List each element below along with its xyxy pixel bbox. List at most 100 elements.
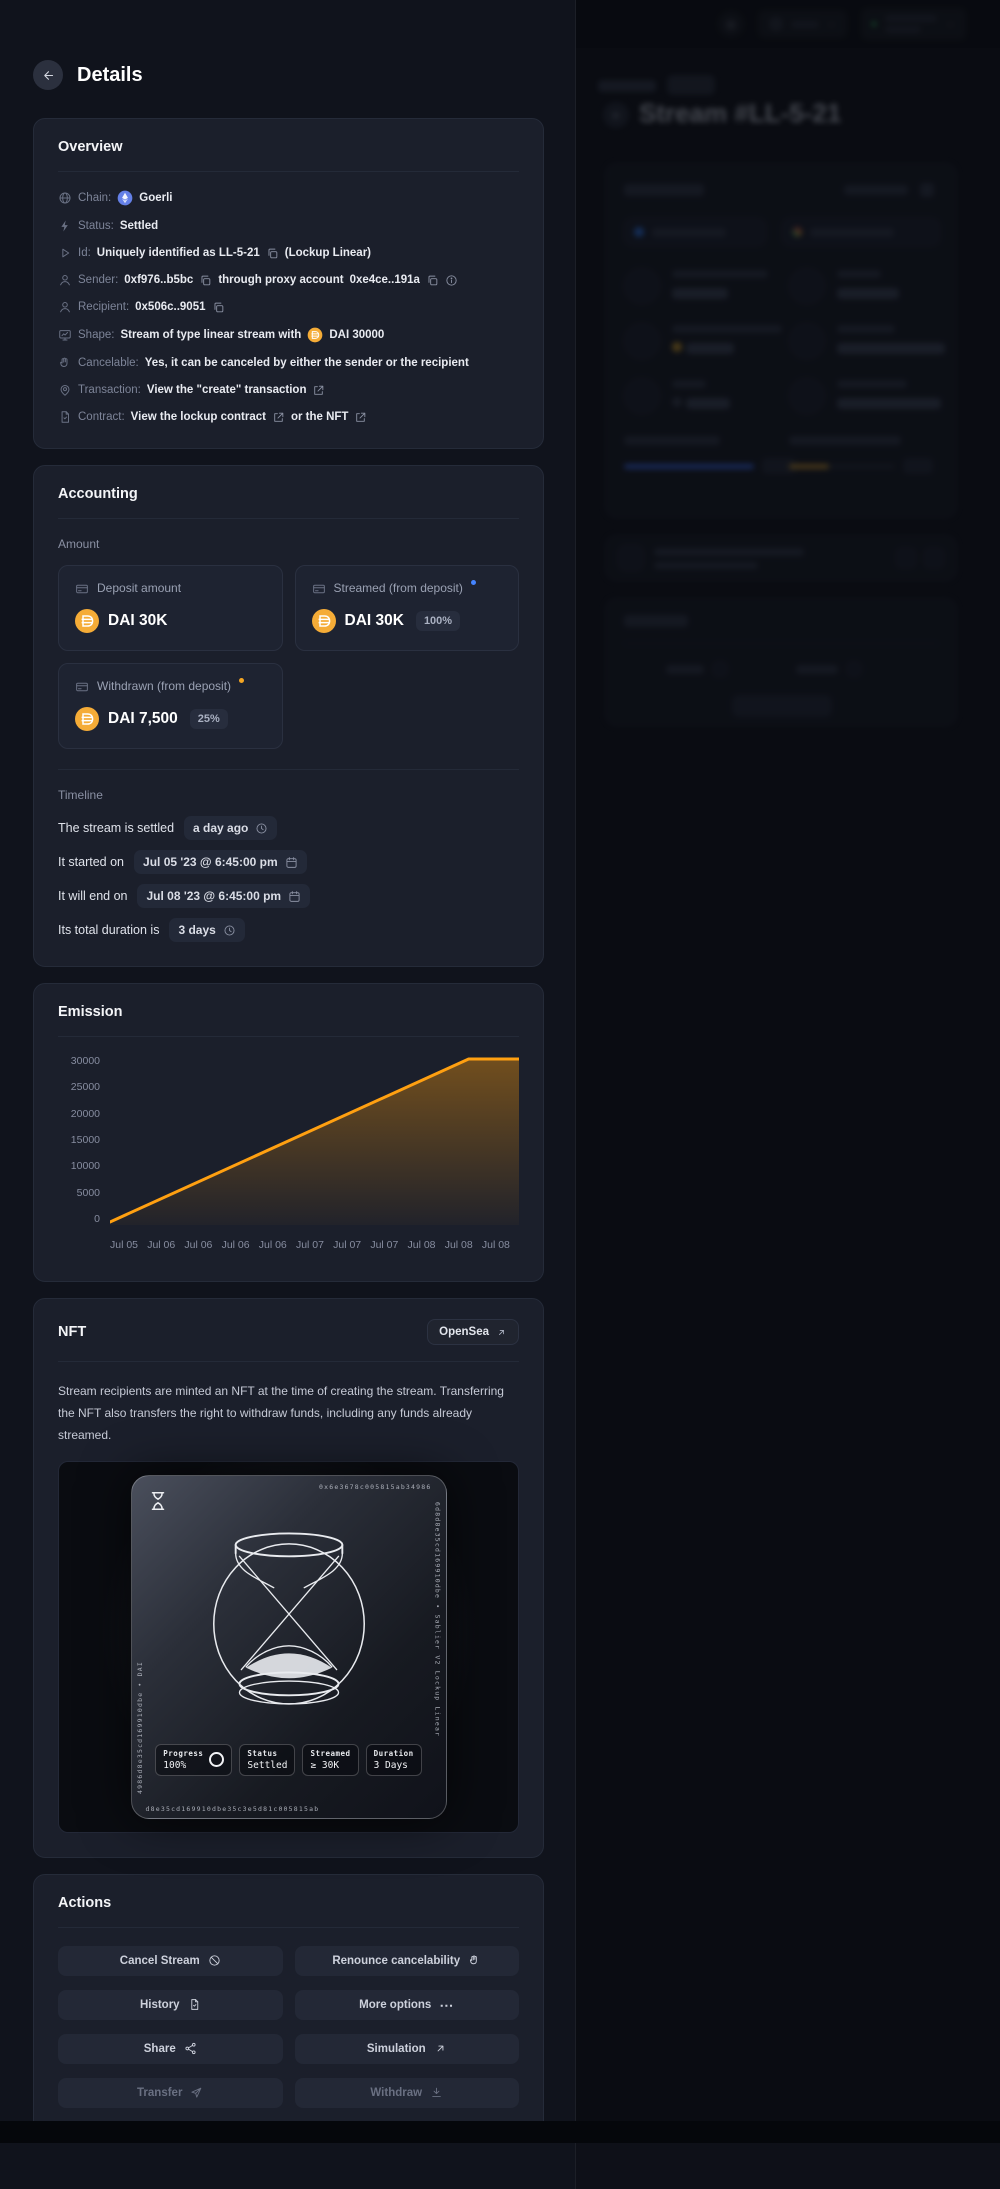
simulation-button[interactable]: Simulation (294, 2033, 519, 2064)
y-tick: 20000 (70, 1107, 100, 1120)
empty-cell (295, 663, 520, 749)
nft-card: NFT OpenSea Stream recipients are minted… (33, 1298, 544, 1858)
cancelable-text: Yes, it can be canceled by either the se… (144, 357, 469, 369)
y-axis-labels: 30000 25000 20000 15000 10000 5000 0 (58, 1055, 110, 1225)
y-tick: 15000 (70, 1133, 100, 1146)
timeline-row-settled: The stream is settled a day ago (58, 816, 519, 840)
more-options-button[interactable]: More options ⋯ (294, 1989, 519, 2020)
globe-icon (58, 191, 72, 205)
sablier-hourglass-icon (147, 1490, 169, 1512)
copy-icon[interactable] (199, 274, 212, 287)
transaction-link[interactable]: View the "create" transaction (146, 384, 307, 396)
withdrawn-value: DAI 7,500 (108, 710, 178, 727)
hand-icon (468, 1954, 481, 1967)
divider (58, 518, 519, 519)
nft-streamed-badge: Streamed ≥ 30K (302, 1743, 359, 1776)
ban-icon (208, 1954, 221, 1967)
nft-title: NFT (58, 1324, 87, 1340)
page-title: Details (77, 63, 143, 86)
cancel-stream-button[interactable]: Cancel Stream (58, 1945, 283, 1976)
clock-icon (255, 822, 268, 835)
x-tick: Jul 08 (407, 1239, 436, 1251)
overview-row-shape: Shape: Stream of type linear stream with… (58, 327, 519, 343)
y-tick: 30000 (70, 1055, 100, 1067)
copy-icon[interactable] (426, 274, 439, 287)
y-tick: 10000 (70, 1160, 100, 1173)
timeline-label: Timeline (58, 788, 103, 802)
transfer-button[interactable]: Transfer (58, 2077, 283, 2108)
details-header: Details (33, 60, 544, 90)
calendar-icon (288, 890, 301, 903)
badge-label: Progress (163, 1748, 204, 1758)
id-value: Uniquely identified as LL-5-21 (96, 247, 260, 259)
opensea-button[interactable]: OpenSea (427, 1319, 519, 1345)
chip-text: 3 days (178, 923, 216, 937)
nft-image-frame: 0x6e3678c005815ab34986 6d8d8e35cd169910d… (58, 1460, 519, 1833)
recipient-address: 0x506c..9051 (135, 301, 206, 313)
deposit-label: Deposit amount (97, 581, 182, 595)
nft-progress-badge: Progress 100% (155, 1743, 233, 1776)
overview-row-status: Status: Settled (58, 219, 519, 233)
document-icon (188, 1998, 201, 2011)
nft-link-text[interactable]: or the NFT (290, 411, 349, 423)
share-button[interactable]: Share (58, 2033, 283, 2064)
hand-icon (58, 356, 72, 370)
nft-duration-badge: Duration 3 Days (365, 1743, 422, 1776)
row-label: Sender: (78, 274, 119, 286)
badge-label: Streamed (310, 1748, 351, 1758)
amount-grid: Deposit amount DAI 30K Streamed (from de… (58, 565, 519, 749)
streamed-dot (470, 580, 476, 585)
emission-chart: 30000 25000 20000 15000 10000 5000 0 (58, 1055, 519, 1225)
external-link-icon[interactable] (272, 411, 285, 424)
copy-icon[interactable] (212, 301, 225, 314)
button-label: Cancel Stream (119, 1954, 200, 1967)
info-icon[interactable] (445, 274, 458, 287)
renounce-cancelability-button[interactable]: Renounce cancelability (294, 1945, 519, 1976)
nft-edge-text-right: 6d8d8e35cd169910dbe • Sablier V2 Lockup … (433, 1501, 442, 1737)
card-icon (75, 582, 89, 596)
card-icon (75, 680, 89, 694)
withdraw-button[interactable]: Withdraw (294, 2077, 519, 2108)
streamed-percent-badge: 100% (415, 611, 461, 631)
progress-ring (209, 1752, 225, 1768)
badge-value: ≥ 30K (310, 1759, 340, 1771)
chain-value: Goerli (139, 192, 173, 204)
shape-text: Stream of type linear stream with (120, 329, 302, 341)
timeline-row-end: It will end on Jul 08 '23 @ 6:45:00 pm (58, 884, 519, 908)
streamed-label: Streamed (from deposit) (333, 581, 463, 595)
history-button[interactable]: History (58, 1989, 283, 2020)
opensea-label: OpenSea (439, 1326, 489, 1338)
withdrawn-dot (239, 678, 245, 683)
document-icon (58, 410, 72, 424)
badge-label: Duration (373, 1748, 414, 1758)
y-tick: 0 (94, 1212, 100, 1225)
overview-row-cancelable: Cancelable: Yes, it can be canceled by e… (58, 356, 519, 370)
divider (58, 1926, 519, 1928)
pin-icon (58, 383, 72, 397)
overview-row-id: Id: Uniquely identified as LL-5-21 (Lock… (58, 246, 519, 260)
x-tick: Jul 06 (184, 1239, 213, 1251)
settled-time-chip: a day ago (184, 816, 278, 840)
copy-icon[interactable] (266, 247, 279, 260)
arrow-up-right-icon (434, 2042, 447, 2055)
actions-title: Actions (58, 1894, 112, 1911)
timeline-text: Its total duration is (58, 923, 160, 937)
x-tick: Jul 07 (333, 1239, 362, 1251)
play-icon (58, 246, 72, 260)
badge-label: Status (247, 1748, 278, 1758)
hourglass-illustration (212, 1532, 365, 1705)
row-label: Recipient: (78, 301, 130, 313)
overview-title: Overview (58, 139, 123, 155)
streamed-value: DAI 30K (344, 612, 404, 629)
nft-description: Stream recipients are minted an NFT at t… (58, 1384, 504, 1443)
contract-link[interactable]: View the lockup contract (130, 411, 266, 423)
chip-text: a day ago (193, 821, 249, 835)
back-button[interactable] (33, 60, 63, 90)
button-label: Renounce cancelability (332, 1954, 461, 1967)
dai-icon (307, 327, 323, 343)
external-link-icon[interactable] (354, 411, 367, 424)
external-link-icon[interactable] (312, 384, 325, 397)
overview-row-sender: Sender: 0xf976..b5bc through proxy accou… (58, 273, 519, 287)
divider (58, 1036, 519, 1037)
overview-row-contract: Contract: View the lockup contract or th… (58, 410, 519, 424)
